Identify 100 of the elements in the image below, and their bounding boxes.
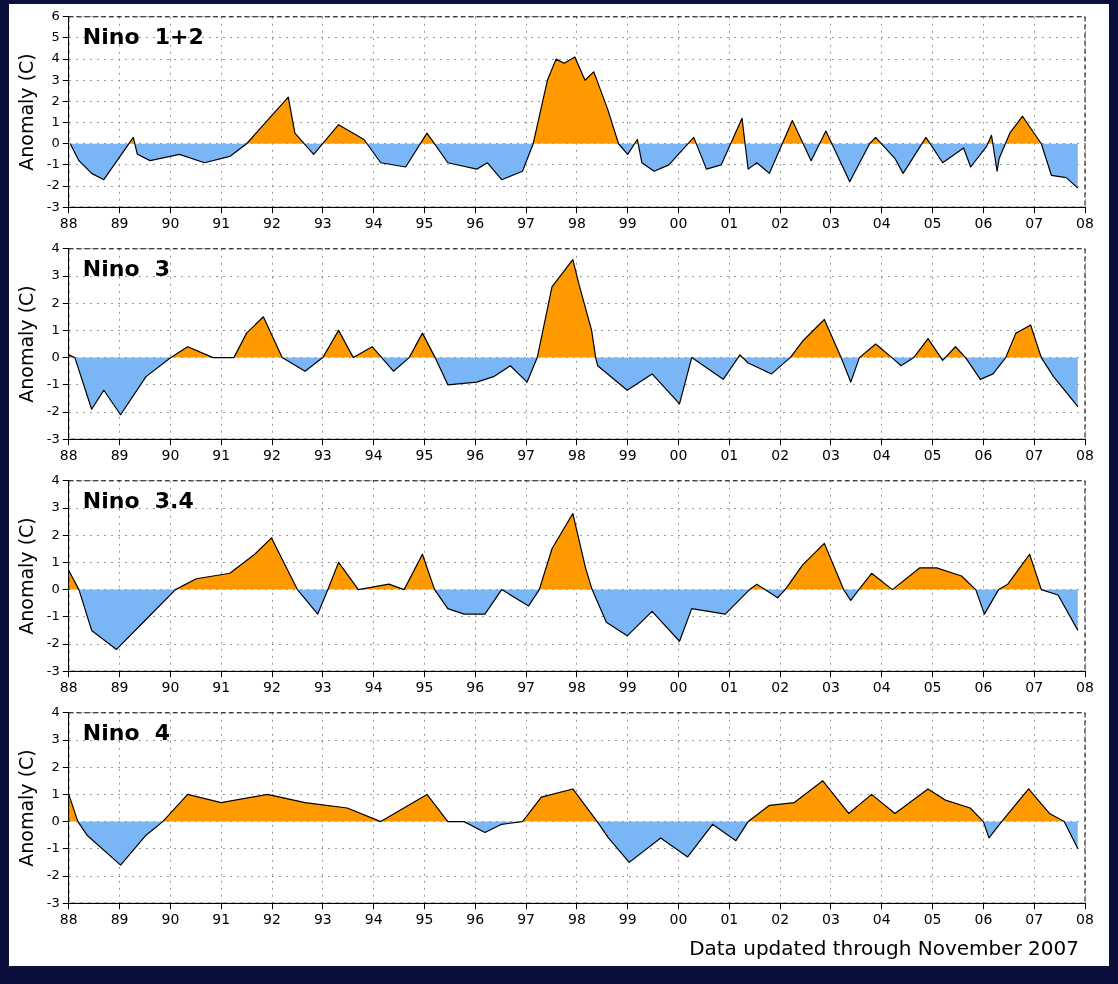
y-tick-label: -3 <box>46 198 60 214</box>
x-tick-label: 02 <box>771 447 790 464</box>
x-tick-label: 93 <box>313 215 332 232</box>
y-tick-label: -2 <box>46 867 60 883</box>
x-tick-label: 99 <box>618 911 637 928</box>
x-tick-label: 00 <box>669 679 688 696</box>
y-tick-label: 1 <box>51 113 60 129</box>
x-tick-label: 98 <box>567 447 586 464</box>
x-tick-label: 95 <box>415 215 434 232</box>
y-tick-label: -2 <box>46 403 60 419</box>
text: Data updated through November 2007 <box>688 935 1080 962</box>
x-tick-label: 88 <box>59 911 78 928</box>
x-tick-label: 96 <box>466 679 485 696</box>
x-tick-label: 07 <box>1025 679 1044 696</box>
x-tick-label: 99 <box>618 215 637 232</box>
y-tick-label: 3 <box>51 731 60 747</box>
x-tick-label: 95 <box>415 679 434 696</box>
y-tick-label: -2 <box>46 635 60 651</box>
x-tick-label: 08 <box>1076 447 1094 464</box>
x-tick-label: 01 <box>720 679 739 696</box>
x-tick-label: 92 <box>263 679 281 696</box>
x-tick-label: 00 <box>669 447 688 464</box>
y-axis-title: Anomaly (C) <box>15 517 38 635</box>
x-tick-label: 04 <box>872 911 891 928</box>
x-tick-label: 08 <box>1076 911 1094 928</box>
y-tick-label: 1 <box>51 321 60 337</box>
y-tick-label: -1 <box>46 156 60 172</box>
x-tick-label: 06 <box>974 447 993 464</box>
y-tick-label: -1 <box>46 840 60 856</box>
x-tick-label: 00 <box>669 911 688 928</box>
x-tick-label: 94 <box>364 679 383 696</box>
x-tick-label: 06 <box>974 215 993 232</box>
y-tick-label: 4 <box>51 240 60 256</box>
x-tick-label: 89 <box>110 679 129 696</box>
y-axis-title: Anomaly (C) <box>15 749 38 867</box>
x-tick-label: 07 <box>1025 911 1044 928</box>
x-tick-label: 93 <box>313 447 332 464</box>
x-tick-label: 91 <box>212 447 231 464</box>
x-tick-label: 90 <box>161 911 180 928</box>
y-tick-label: 4 <box>51 50 60 66</box>
y-tick-label: 2 <box>51 758 60 774</box>
x-tick-label: 03 <box>822 911 840 928</box>
x-tick-label: 03 <box>822 215 840 232</box>
x-tick-label: 08 <box>1076 679 1094 696</box>
y-tick-label: 4 <box>51 472 60 488</box>
x-tick-label: 99 <box>618 447 637 464</box>
x-tick-label: 92 <box>263 447 281 464</box>
chart-title: Nino 3.4 <box>82 487 194 513</box>
x-tick-label: 96 <box>466 447 485 464</box>
x-tick-label: 98 <box>567 679 586 696</box>
x-tick-label: 04 <box>872 215 891 232</box>
x-tick-label: 88 <box>59 679 78 696</box>
x-tick-label: 02 <box>771 215 790 232</box>
x-tick-label: 01 <box>720 911 739 928</box>
x-tick-label: 97 <box>517 679 535 696</box>
y-tick-label: 2 <box>51 92 60 108</box>
x-tick-label: 94 <box>364 911 383 928</box>
x-tick-label: 97 <box>517 911 535 928</box>
x-tick-label: 95 <box>415 447 434 464</box>
x-tick-label: 93 <box>313 911 332 928</box>
x-tick-label: 94 <box>364 215 383 232</box>
y-tick-label: 3 <box>51 71 60 87</box>
y-tick-label: -3 <box>46 430 60 446</box>
y-tick-label: 6 <box>51 8 60 24</box>
x-tick-label: 02 <box>771 911 790 928</box>
x-tick-label: 05 <box>923 911 942 928</box>
chart-title: Nino 4 <box>82 719 171 745</box>
x-tick-label: 90 <box>161 215 180 232</box>
y-tick-label: -2 <box>46 177 60 193</box>
chart-title: Nino 3 <box>82 255 171 281</box>
x-tick-label: 91 <box>212 679 231 696</box>
y-tick-label: 3 <box>51 499 60 515</box>
y-tick-label: 0 <box>51 135 60 151</box>
x-tick-label: 98 <box>567 215 586 232</box>
y-axis-title: Anomaly (C) <box>15 53 38 171</box>
x-tick-label: 94 <box>364 447 383 464</box>
x-tick-label: 07 <box>1025 447 1044 464</box>
x-tick-label: 03 <box>822 447 840 464</box>
x-tick-label: 90 <box>161 447 180 464</box>
x-tick-label: 89 <box>110 215 129 232</box>
y-tick-label: 3 <box>51 267 60 283</box>
y-tick-label: 2 <box>51 526 60 542</box>
y-tick-label: 2 <box>51 294 60 310</box>
x-tick-label: 98 <box>567 911 586 928</box>
x-tick-label: 91 <box>212 215 231 232</box>
x-tick-label: 96 <box>466 911 485 928</box>
x-tick-label: 01 <box>720 447 739 464</box>
x-tick-label: 96 <box>466 215 485 232</box>
x-tick-label: 00 <box>669 215 688 232</box>
y-tick-label: 5 <box>51 29 60 45</box>
x-tick-label: 07 <box>1025 215 1044 232</box>
x-tick-label: 08 <box>1076 215 1094 232</box>
y-tick-label: 1 <box>51 553 60 569</box>
x-tick-label: 03 <box>822 679 840 696</box>
y-tick-label: 0 <box>51 812 60 828</box>
x-tick-label: 95 <box>415 911 434 928</box>
y-axis-title: Anomaly (C) <box>15 285 38 403</box>
x-tick-label: 88 <box>59 215 78 232</box>
y-tick-label: 4 <box>51 704 60 720</box>
x-tick-label: 93 <box>313 679 332 696</box>
